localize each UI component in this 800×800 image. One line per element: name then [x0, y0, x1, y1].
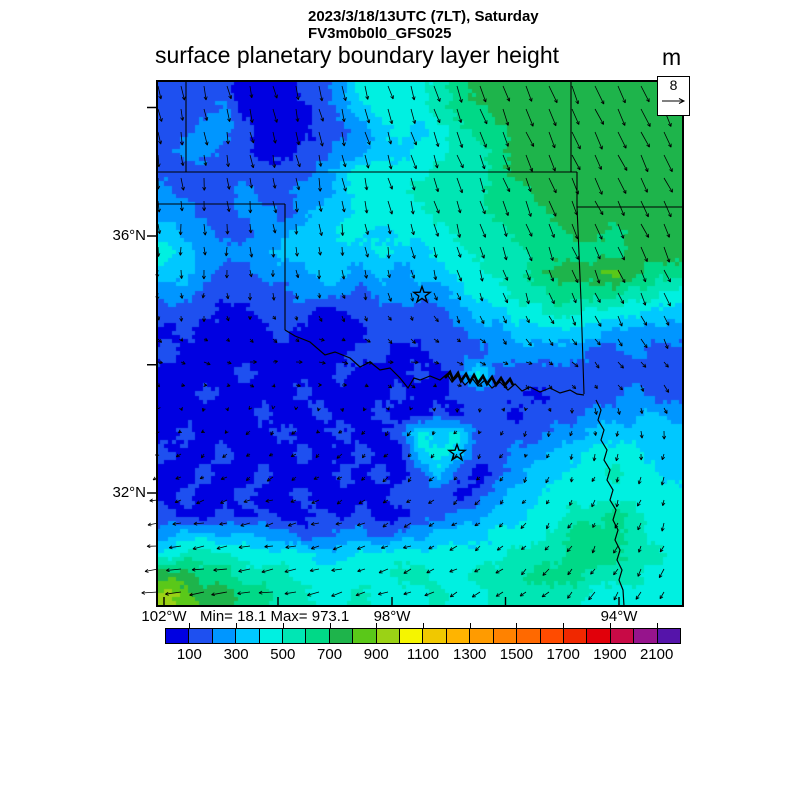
colorbar-segment-100 — [189, 629, 213, 643]
lat-label-36: 36°N — [112, 227, 146, 244]
colorbar-label-100: 100 — [176, 646, 202, 663]
pbl-height-field-map — [157, 81, 683, 606]
colorbar-label-900: 900 — [363, 646, 389, 663]
colorbar-segment-1700 — [563, 629, 588, 643]
colorbar-tick-300 — [236, 623, 238, 628]
colorbar-label-1300: 1300 — [453, 646, 487, 663]
state-borders — [157, 81, 683, 395]
wind-vector-legend: 8 — [657, 76, 690, 116]
colorbar-segment-1500 — [517, 629, 541, 643]
reference-arrow-icon — [662, 98, 686, 104]
map-frame — [156, 80, 684, 607]
colorbar-segment-400 — [259, 629, 284, 643]
colorbar-segment-2100 — [657, 629, 680, 643]
colorbar-segment-600 — [306, 629, 330, 643]
colorbar-label-1100: 1100 — [406, 646, 440, 663]
colorbar-segment-1600 — [540, 629, 564, 643]
colorbar-tick-700 — [329, 623, 331, 628]
colorbar-tick-1500 — [516, 623, 518, 628]
latitude-ticks — [147, 106, 157, 494]
colorbar-segment-1100 — [423, 629, 447, 643]
longitude-ticks — [163, 597, 620, 605]
colorbar-segment-900 — [376, 629, 401, 643]
station-star-marker-2 — [446, 442, 468, 462]
colorbar-label-700: 700 — [317, 646, 343, 663]
colorbar-segment-300 — [236, 629, 260, 643]
colorbar-segment-1800 — [587, 629, 611, 643]
colorbar-tick-1900 — [609, 623, 611, 628]
colorbar-segment-0 — [166, 629, 190, 643]
colorbar-tick-1700 — [563, 623, 565, 628]
colorbar-segment-2000 — [634, 629, 658, 643]
river-meander-knot — [444, 369, 515, 388]
lon-label-102: 102°W — [141, 608, 187, 625]
colorbar-label-1900: 1900 — [593, 646, 627, 663]
colorbar-segment-1000 — [400, 629, 424, 643]
colorbar-segment-200 — [212, 629, 237, 643]
map-overlay — [141, 80, 684, 607]
colorbar-segment-700 — [329, 629, 354, 643]
page-title: surface planetary boundary layer height — [155, 42, 560, 68]
lat-label-32: 32°N — [112, 484, 146, 501]
model-title: FV3m0b0l0_GFS025 — [308, 25, 452, 42]
colorbar-segment-500 — [283, 629, 307, 643]
colorbar-tick-100 — [189, 623, 191, 628]
minmax-stats: Min= 18.1 Max= 973.1 — [200, 608, 350, 625]
colorbar-label-1700: 1700 — [546, 646, 580, 663]
unit-label: m — [662, 44, 682, 70]
colorbar-tick-2100 — [656, 623, 658, 628]
wind-reference-value: 8 — [669, 77, 678, 93]
wind-arrows — [141, 85, 673, 601]
colorbar-segment-1400 — [493, 629, 518, 643]
colorbar-label-300: 300 — [223, 646, 249, 663]
colorbar-segment-1200 — [446, 629, 471, 643]
east-river-border — [595, 399, 625, 607]
colorbar-tick-1100 — [423, 623, 424, 628]
colorbar-label-1500: 1500 — [499, 646, 534, 663]
red-river-border — [284, 329, 585, 396]
colorbar-tick-1300 — [469, 623, 471, 628]
datetime-title: 2023/3/18/13UTC (7LT), Saturday — [308, 8, 539, 25]
lon-label-98: 98°W — [373, 608, 411, 625]
colorbar-segment-800 — [353, 629, 377, 643]
station-star-marker-1 — [411, 284, 433, 304]
colorbar — [165, 628, 681, 644]
lon-label-94: 94°W — [600, 608, 638, 625]
colorbar-segment-1300 — [470, 629, 494, 643]
colorbar-tick-500 — [282, 623, 284, 628]
colorbar-tick-900 — [376, 623, 378, 628]
colorbar-label-2100: 2100 — [639, 646, 674, 663]
colorbar-segment-1900 — [610, 629, 635, 643]
colorbar-label-500: 500 — [270, 646, 296, 663]
